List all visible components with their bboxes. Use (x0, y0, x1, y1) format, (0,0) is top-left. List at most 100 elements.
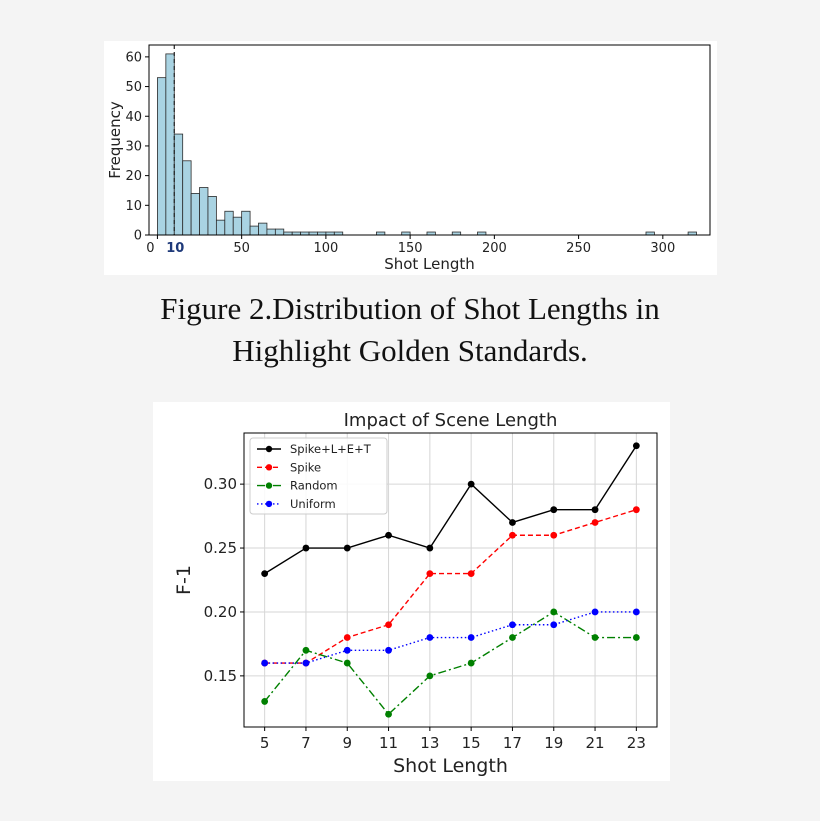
series-line (264, 509, 637, 664)
data-point (632, 608, 640, 616)
histogram-bar (274, 228, 285, 236)
data-point (509, 621, 516, 629)
legend-entry-label: Random (290, 479, 338, 493)
data-point (591, 506, 599, 514)
x-tick-label: 200 (482, 241, 507, 256)
data-point (509, 531, 516, 539)
series-line (264, 611, 637, 664)
plot-frame (243, 432, 658, 728)
data-point (467, 659, 475, 667)
legend-swatch-marker (265, 482, 273, 489)
x-tick-label: 250 (566, 241, 591, 256)
x-tick-label: 100 (313, 241, 338, 256)
data-point (343, 646, 351, 654)
x-tick-label: 15 (462, 734, 481, 752)
data-point (591, 634, 599, 641)
y-axis-label: Frequency (106, 101, 124, 179)
data-point (385, 646, 392, 654)
data-point (426, 570, 434, 578)
histogram-bar (249, 225, 259, 236)
data-point (550, 506, 558, 514)
line-chart-panel: 5 7 9 11 13 15 17 19 21 23 0.15 0.20 0.25 0.30 Impact … (153, 402, 670, 781)
histogram-bar (266, 228, 276, 236)
figure-caption: Figure 2.Distribution of Shot Lengths in… (0, 288, 820, 372)
x-tick-label: 13 (420, 734, 439, 752)
x-tick-label: 300 (650, 241, 675, 256)
marker-label: 10 (166, 241, 184, 256)
legend-box (249, 437, 388, 515)
data-point (426, 544, 434, 552)
histogram-bar (182, 160, 192, 236)
histogram-bar (190, 193, 200, 236)
y-tick-label: 20 (125, 169, 142, 184)
data-point (591, 519, 599, 526)
y-tick-label: 60 (125, 50, 142, 65)
legend-swatch-marker (265, 500, 273, 508)
legend-swatch-marker (265, 464, 273, 471)
y-tick-label: 0.25 (204, 539, 237, 557)
data-point (632, 442, 640, 450)
data-point (385, 621, 392, 629)
y-tick-label: 0.30 (204, 475, 237, 493)
x-tick-label: 50 (233, 241, 250, 256)
x-tick-label: 7 (301, 734, 311, 752)
legend-swatch-marker (265, 445, 273, 453)
series-line (264, 445, 637, 575)
x-tick-label: 21 (586, 734, 605, 752)
line-chart: 5 7 9 11 13 15 17 19 21 23 0.15 0.20 0.25 0.30 Impact … (173, 410, 658, 777)
data-point (509, 634, 516, 641)
x-tick-label: 5 (260, 734, 270, 752)
y-axis-label: F-1 (173, 565, 195, 595)
x-tick-label: 9 (342, 734, 352, 752)
data-point (632, 506, 640, 514)
histogram-bar (165, 53, 175, 236)
data-point (385, 710, 392, 718)
histogram-bar (241, 210, 251, 236)
y-tick-label: 0.15 (204, 667, 237, 685)
x-tick-label: 11 (379, 734, 398, 752)
histogram-bar (157, 77, 167, 236)
data-point (343, 659, 351, 667)
data-point (467, 634, 475, 641)
histogram-bar (232, 216, 243, 236)
data-point (550, 531, 558, 539)
y-tick-label: 40 (125, 110, 142, 125)
legend-entry-label: Uniform (290, 497, 336, 511)
data-point (302, 646, 310, 654)
x-axis-label: Shot Length (384, 255, 475, 273)
histogram-bar (207, 196, 217, 236)
y-tick-label: 50 (125, 80, 142, 95)
x-tick-label: 19 (544, 734, 563, 752)
data-point (467, 570, 475, 578)
y-tick-label: 30 (125, 139, 142, 154)
x-tick-label: 150 (398, 241, 423, 256)
data-point (261, 570, 269, 578)
x-tick-label: 23 (627, 734, 646, 752)
data-point (261, 698, 269, 705)
y-tick-label: 0.20 (204, 603, 237, 621)
x-tick-label: 0 (146, 241, 154, 256)
data-point (426, 634, 434, 641)
data-point (632, 634, 640, 641)
data-point (261, 659, 269, 667)
y-tick-label: 0 (134, 229, 142, 244)
histogram-bar (173, 133, 184, 236)
histogram-bar (258, 222, 268, 236)
x-axis-label: Shot Length (393, 755, 508, 777)
data-point (550, 608, 558, 616)
data-point (426, 672, 434, 680)
data-point (343, 634, 351, 641)
data-point (467, 480, 475, 488)
legend-entry-label: Spike (290, 460, 321, 474)
legend-entry-label: Spike+L+E+T (290, 442, 372, 456)
legend: Spike+L+E+T Spike Random Uniform (249, 437, 388, 515)
histogram-frame (148, 44, 711, 236)
data-point (385, 531, 392, 539)
data-point (591, 608, 599, 616)
data-point (302, 659, 310, 667)
caption-line-2: Highlight Golden Standards. (232, 333, 588, 368)
histogram-panel: 0 50 100 150 200 250 300 10 0 10 20 30 40 50 60 Shot Le… (104, 41, 717, 275)
data-point (343, 544, 351, 552)
histogram-bar (224, 210, 234, 236)
